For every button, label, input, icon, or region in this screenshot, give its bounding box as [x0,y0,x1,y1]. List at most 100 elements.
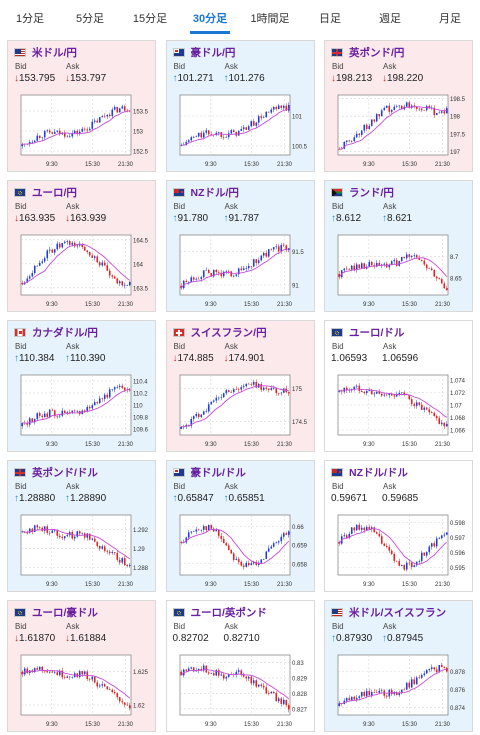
candle-bear [88,406,91,409]
candle-bull [224,390,227,394]
tab-7[interactable]: 月足 [439,13,461,25]
price-chart[interactable]: 164.5 164 163.5 9:30 15:30 21:30 [13,231,151,309]
bid-value: 8.612 [336,213,362,224]
arrow-up-icon: ↑ [223,213,229,224]
x-tick-label: 21:30 [118,442,134,448]
price-chart[interactable]: 101 100.5 9:30 15:30 21:30 [172,91,310,169]
price-chart[interactable]: 0.83 0.829 0.828 0.827 9:30 15:30 21:30 [172,651,310,729]
candle-bear [259,383,262,390]
pair-name-link[interactable]: 米ドル/スイスフラン [349,606,447,619]
pair-name-link[interactable]: ユーロ/ドル [349,326,405,339]
rate-card[interactable]: 英ポンド/ドル Bid Ask ↑1.28880 ↑1.28890 1.292 1.29 1.… [7,460,156,592]
candle-bear [267,693,270,694]
rate-card[interactable]: 米ドル/円 Bid Ask ↓153.795 ↓153.797 153.5 153 152.5… [7,40,156,172]
ask-label: Ask [224,482,238,491]
pair-name-link[interactable]: 英ポンド/ドル [32,466,98,479]
tab-5[interactable]: 日足 [319,13,341,25]
candle-bull [445,424,448,427]
chart-frame [179,374,290,436]
tab-6[interactable]: 週足 [379,13,401,25]
rate-card[interactable]: 豪ドル/ドル Bid Ask ↑0.65847 ↑0.65851 0.66 0.659 0.6… [165,460,315,592]
pair-name-link[interactable]: 米ドル/円 [32,46,77,59]
moving-average-line [22,243,131,285]
candle-bull [36,135,39,141]
rate-card[interactable]: スイスフラン/円 Bid Ask ↓174.885 ↓174.901 175 174.5 9:… [165,320,315,452]
y-tick-label: 0.828 [292,692,308,698]
rate-card[interactable]: ユーロ/ドル Bid Ask 1.06593 1.06596 1.074 1.072 1.07… [324,320,473,452]
candle-bear [123,702,126,705]
price-chart[interactable]: 8.7 8.65 9:30 15:30 21:30 [330,231,468,309]
rate-card[interactable]: ユーロ/英ポンド Bid Ask 0.82702 0.82710 0.83 0.829 0.8… [165,600,315,732]
candle-bull [395,394,398,397]
price-chart[interactable]: 1.074 1.072 1.07 1.068 1.066 9:30 15:30 21:30 [330,371,468,449]
candle-bear [420,259,423,261]
pair-name-link[interactable]: ユーロ/円 [32,186,77,199]
pair-name-link[interactable]: 豪ドル/円 [190,46,236,59]
x-tick-label: 15:30 [243,442,259,448]
candle-bull [66,412,69,413]
rate-card[interactable]: 英ポンド/円 Bid Ask ↓198.213 ↓198.220 198.5 198 197.… [324,40,473,172]
candle-bear [108,551,111,554]
x-tick-label: 21:30 [276,722,292,728]
price-chart[interactable]: 0.878 0.876 0.874 9:30 15:30 21:30 [330,651,468,729]
pair-name-link[interactable]: ユーロ/英ポンド [190,606,267,619]
x-tick-label: 15:30 [402,582,418,588]
x-tick-label: 21:30 [276,582,292,588]
price-chart[interactable]: 0.66 0.659 0.658 9:30 15:30 21:30 [172,511,310,589]
price-chart-svg: 1.074 1.072 1.07 1.068 1.066 9:30 15:30 21:30 [337,374,466,448]
arrow-up-icon: ↑ [14,493,19,504]
candle-bull [370,119,373,126]
rate-card[interactable]: ランド/円 Bid Ask ↑8.612 ↑8.621 8.7 8.65 9:30 15:30 2… [324,180,473,312]
rate-card[interactable]: カナダドル/円 Bid Ask ↑110.384 ↑110.390 110.4 110.2 1… [7,320,156,452]
price-chart[interactable]: 175 174.5 9:30 15:30 21:30 [172,371,310,449]
candle-bull [350,141,353,142]
candle-bull [108,389,111,398]
tab-0[interactable]: 1分足 [15,13,45,25]
candle-bear [433,269,436,277]
tab-3[interactable]: 30分足 [180,0,240,36]
price-chart[interactable]: 0.598 0.597 0.596 0.595 9:30 15:30 21:30 [330,511,468,589]
candle-bull [262,559,265,560]
rate-card[interactable]: NZドル/ドル Bid Ask 0.59671 0.59685 0.598 0.597 0.5… [324,460,473,592]
pair-name-link[interactable]: ユーロ/豪ドル [32,606,98,619]
price-chart[interactable]: 110.4 110.2 110 109.8 109.6 9:30 15:30 21:30 [13,371,151,449]
pair-name-link[interactable]: 英ポンド/円 [349,46,405,59]
pair-name-link[interactable]: 豪ドル/ドル [190,466,246,479]
tab-1[interactable]: 5分足 [75,13,105,25]
candle-bull [202,665,205,671]
candle-bull [68,532,71,536]
candle-bull [187,281,190,283]
candle-bear [184,280,187,283]
x-tick-label: 15:30 [85,302,101,308]
price-chart[interactable]: 198.5 198 197.5 197 9:30 15:30 21:30 [330,91,468,169]
rate-card[interactable]: NZドル/円 Bid Ask ↑91.780 ↑91.787 91.5 91 9:30 15:3… [165,180,315,312]
rate-card[interactable]: ユーロ/豪ドル Bid Ask ↓1.61870 ↓1.61884 1.625 1.62 9:… [7,600,156,732]
candle-bull [279,392,282,394]
arrow-down-icon: ↓ [65,73,70,84]
price-chart[interactable]: 91.5 91 9:30 15:30 21:30 [172,231,310,309]
candle-bull [353,386,356,390]
price-chart[interactable]: 1.292 1.29 1.288 9:30 15:30 21:30 [13,511,151,589]
candle-bull [405,682,408,690]
candle-bull [430,543,433,547]
pair-name-link[interactable]: カナダドル/円 [32,326,98,339]
ask-value-wrap: ↑0.87945 [382,633,423,644]
price-chart[interactable]: 1.625 1.62 9:30 15:30 21:30 [13,651,151,729]
candle-bull [98,117,101,123]
tab-4[interactable]: 1時間足 [250,13,290,25]
candle-bull [48,249,51,251]
price-chart[interactable]: 153.5 153 152.5 9:30 15:30 21:30 [13,91,151,169]
candle-bull [400,564,403,566]
pair-name-link[interactable]: NZドル/円 [190,186,239,199]
rate-card[interactable]: ユーロ/円 Bid Ask ↓163.935 ↓163.939 164.5 164 163.5… [7,180,156,312]
candle-bull [192,416,195,420]
rate-card[interactable]: 豪ドル/円 Bid Ask ↑101.271 ↑101.276 101 100.5 9:30 1… [165,40,315,172]
y-tick-label: 0.658 [292,562,308,568]
rate-card[interactable]: 米ドル/スイスフラン Bid Ask ↑0.87930 ↑0.87945 0.878 0.8… [324,600,473,732]
candle-bull [343,268,346,271]
pair-name-link[interactable]: スイスフラン/円 [190,326,267,339]
candle-bear [179,542,182,543]
pair-name-link[interactable]: NZドル/ドル [349,466,408,479]
pair-name-link[interactable]: ランド/円 [349,186,394,199]
tab-2[interactable]: 15分足 [132,13,168,25]
